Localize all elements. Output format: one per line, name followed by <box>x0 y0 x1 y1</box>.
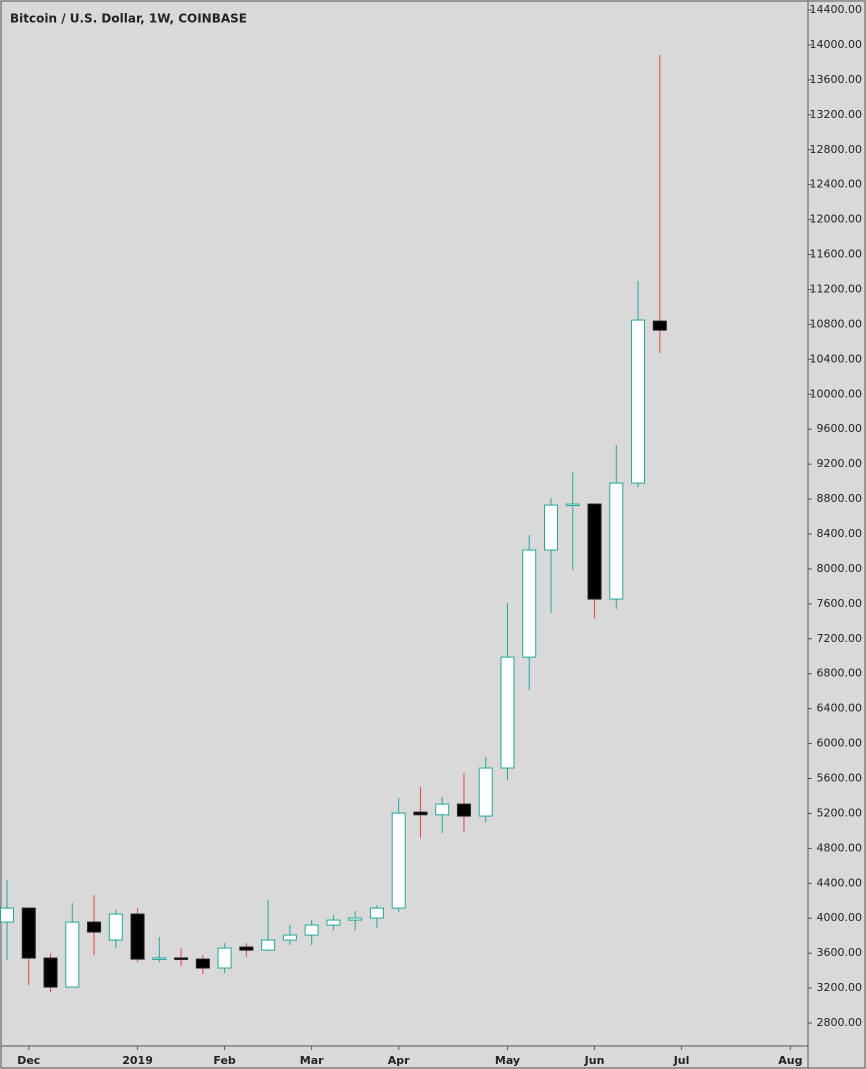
candle-body <box>348 917 363 921</box>
candle-body <box>391 812 406 909</box>
candle-body <box>544 504 559 551</box>
candle-body <box>478 767 493 817</box>
candle-body <box>304 924 319 936</box>
candle-body <box>152 957 167 960</box>
chart-title: Bitcoin / U.S. Dollar, 1W, COINBASE <box>10 12 247 26</box>
y-tick-label: 10000.00 <box>810 387 863 400</box>
candle-body <box>456 803 471 817</box>
candle-body <box>0 907 15 923</box>
candle-body <box>217 947 232 969</box>
y-tick-label: 5200.00 <box>817 806 863 819</box>
x-tick-label: Mar <box>300 1054 324 1067</box>
y-tick-label: 11200.00 <box>810 282 863 295</box>
candle-body <box>43 957 58 988</box>
x-tick-label: Aug <box>778 1054 802 1067</box>
candle-body <box>413 811 428 816</box>
candle-body <box>587 503 602 600</box>
y-tick-label: 14000.00 <box>810 38 863 51</box>
y-tick-label: 4400.00 <box>817 876 863 889</box>
candle-body <box>87 921 102 933</box>
y-tick-label: 11600.00 <box>810 248 863 261</box>
candle-body <box>609 482 624 600</box>
y-tick-label: 8000.00 <box>817 562 863 575</box>
candle-body <box>652 320 667 331</box>
y-tick-label: 4000.00 <box>817 911 863 924</box>
y-tick-label: 9200.00 <box>817 457 863 470</box>
y-tick-label: 5600.00 <box>817 772 863 785</box>
y-tick-label: 7200.00 <box>817 632 863 645</box>
y-tick-label: 8800.00 <box>817 492 863 505</box>
x-tick-label: Jun <box>584 1054 605 1067</box>
candle-body <box>326 919 341 926</box>
y-tick-label: 14400.00 <box>810 3 863 16</box>
candle-body <box>282 934 297 941</box>
candle-body <box>522 549 537 658</box>
x-tick-label: 2019 <box>122 1054 153 1067</box>
y-tick-label: 12000.00 <box>810 213 863 226</box>
candle-body <box>108 913 123 941</box>
candle-body <box>174 957 189 960</box>
y-tick-label: 6800.00 <box>817 667 863 680</box>
candle-body <box>261 939 276 951</box>
y-tick-label: 3600.00 <box>817 946 863 959</box>
candle-body <box>195 958 210 969</box>
y-tick-label: 4800.00 <box>817 841 863 854</box>
y-tick-label: 8400.00 <box>817 527 863 540</box>
y-tick-label: 12400.00 <box>810 178 863 191</box>
y-tick-label: 6400.00 <box>817 702 863 715</box>
candle-body <box>631 319 646 484</box>
candle-body <box>565 503 580 507</box>
candle-body <box>500 656 515 769</box>
y-tick-label: 9600.00 <box>817 422 863 435</box>
x-tick-label: May <box>495 1054 520 1067</box>
candle-body <box>369 907 384 919</box>
candle-body <box>239 946 254 951</box>
y-tick-label: 2800.00 <box>817 1016 863 1029</box>
x-tick-label: Jul <box>673 1054 690 1067</box>
y-tick-label: 3200.00 <box>817 981 863 994</box>
y-tick-label: 10400.00 <box>810 352 863 365</box>
y-tick-label: 10800.00 <box>810 317 863 330</box>
y-tick-label: 13200.00 <box>810 108 863 121</box>
x-tick-label: Apr <box>388 1054 410 1067</box>
candle-body <box>130 913 145 960</box>
y-tick-label: 12800.00 <box>810 143 863 156</box>
x-tick-label: Dec <box>17 1054 40 1067</box>
y-tick-label: 6000.00 <box>817 737 863 750</box>
candle-body <box>21 907 36 959</box>
x-tick-label: Feb <box>213 1054 236 1067</box>
y-tick-label: 13600.00 <box>810 73 863 86</box>
candle-body <box>65 921 80 988</box>
candle-body <box>435 803 450 816</box>
y-tick-label: 7600.00 <box>817 597 863 610</box>
